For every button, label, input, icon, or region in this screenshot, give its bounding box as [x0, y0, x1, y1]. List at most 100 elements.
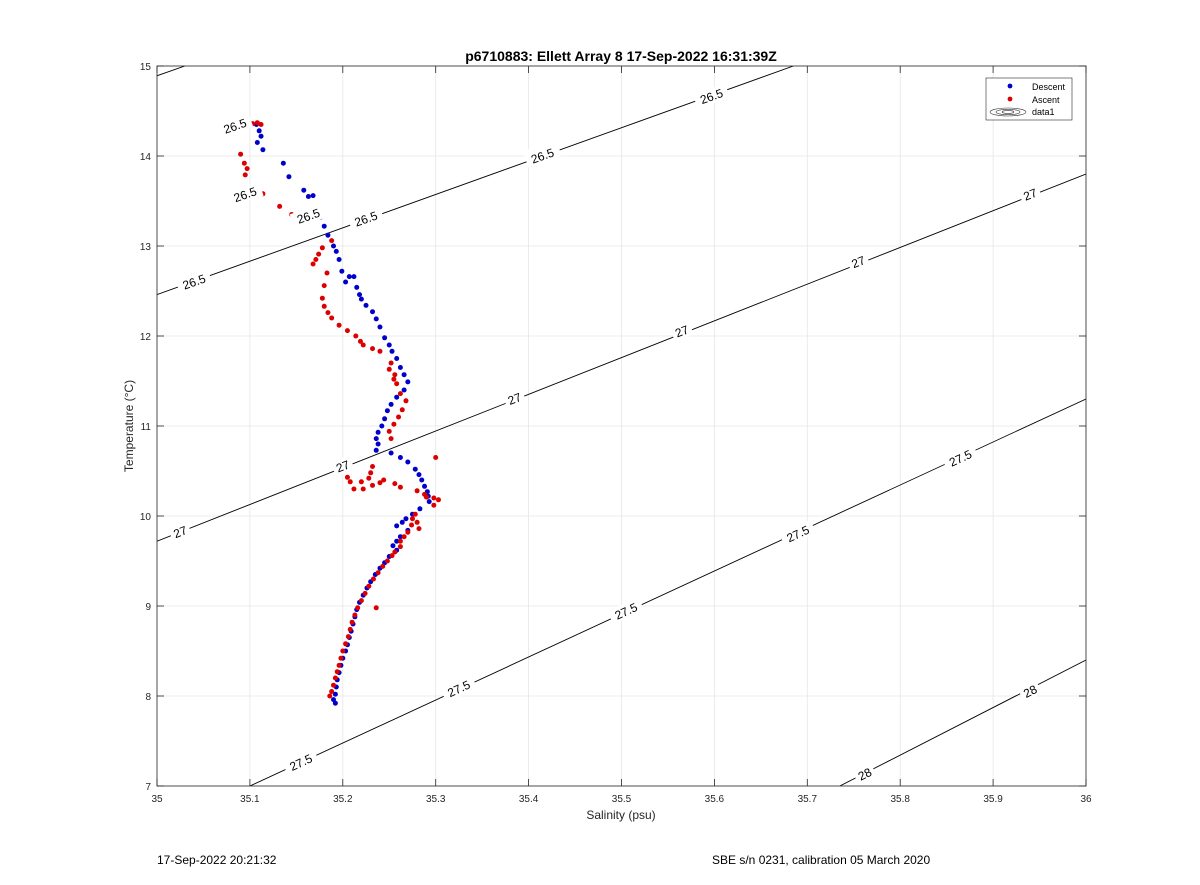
- descent-point: [332, 691, 338, 697]
- ascent-point: [241, 160, 247, 166]
- ascent-point: [380, 563, 386, 569]
- ascent-point: [336, 322, 342, 328]
- legend-ascent-marker: [1007, 96, 1013, 102]
- contour-label-group: 28: [852, 762, 877, 786]
- ascent-point: [397, 484, 403, 490]
- descent-point: [405, 379, 411, 385]
- descent-point: [343, 279, 349, 285]
- descent-point: [384, 408, 390, 414]
- ascent-point: [405, 529, 411, 535]
- contour-label-bg: [347, 205, 385, 232]
- ascent-point: [277, 203, 283, 209]
- ascent-point: [353, 333, 359, 339]
- ascent-point: [366, 475, 372, 481]
- contour-label-group: 27: [330, 455, 355, 477]
- ascent-point: [344, 328, 350, 334]
- contour-label-bg: [607, 596, 645, 625]
- ascent-point: [394, 381, 400, 387]
- ascent-point: [414, 488, 420, 494]
- contour-label-bg: [846, 251, 871, 273]
- contour-label-bg: [226, 181, 264, 207]
- descent-point: [256, 128, 262, 134]
- ascent-point: [391, 376, 397, 382]
- x-tick-label: 35.8: [890, 794, 910, 805]
- ascent-point: [313, 257, 319, 262]
- ascent-point: [351, 486, 357, 492]
- y-tick-label: 15: [140, 62, 152, 73]
- descent-point: [401, 387, 407, 393]
- contour-label-group: 27: [1018, 183, 1043, 205]
- ascent-point: [433, 455, 439, 460]
- footer-timestamp: 17-Sep-2022 20:21:32: [157, 853, 277, 867]
- descent-point: [401, 372, 407, 378]
- ascent-point: [416, 526, 422, 532]
- ascent-point: [377, 480, 383, 486]
- descent-point: [258, 133, 264, 139]
- ascent-point: [338, 655, 344, 661]
- descent-point: [373, 316, 379, 322]
- ascent-point: [329, 238, 335, 244]
- descent-point: [370, 309, 376, 315]
- contour-label: 28: [1021, 682, 1040, 701]
- legend-data1-label: data1: [1032, 107, 1055, 117]
- descent-point: [351, 274, 357, 280]
- ascent-point: [399, 407, 405, 413]
- chart-title: p6710883: Ellett Array 8 17-Sep-2022 16:…: [465, 48, 777, 64]
- x-tick-label: 35.2: [333, 794, 353, 805]
- descent-point: [394, 538, 400, 544]
- descent-point: [325, 232, 331, 238]
- y-tick-label: 13: [140, 242, 152, 253]
- contour-label-bg: [669, 320, 694, 342]
- contour-label-bg: [216, 113, 254, 139]
- ascent-point: [414, 519, 420, 525]
- ascent-point: [368, 470, 374, 476]
- legend-descent-marker: [1007, 83, 1013, 89]
- ascent-point: [347, 626, 353, 632]
- descent-point: [379, 423, 385, 429]
- ascent-point: [397, 391, 403, 397]
- contour-label-bg: [289, 203, 327, 229]
- ascent-point: [242, 172, 248, 178]
- ascent-point: [327, 693, 333, 699]
- descent-point: [397, 534, 403, 540]
- contour-label: 27: [850, 253, 868, 271]
- ascent-point: [349, 619, 355, 625]
- contour-label-group: 27: [846, 251, 871, 273]
- ascent-point: [344, 474, 350, 480]
- x-tick-label: 35.7: [798, 794, 818, 805]
- descent-point: [354, 284, 360, 290]
- ascent-point: [423, 494, 429, 500]
- ascent-point: [377, 348, 383, 354]
- descent-point: [386, 342, 392, 348]
- ascent-point: [321, 283, 327, 289]
- descent-point: [397, 365, 403, 370]
- ascent-point: [386, 428, 392, 434]
- contour-label-bg: [1017, 679, 1043, 703]
- contour-label-bg: [440, 674, 478, 703]
- ascent-point: [431, 495, 437, 501]
- ascent-point: [391, 421, 397, 427]
- ascent-point: [362, 590, 368, 596]
- descent-point: [416, 472, 422, 478]
- contour-label: 27: [506, 390, 524, 408]
- legend-box: [985, 77, 1073, 121]
- descent-point: [346, 274, 352, 280]
- x-tick-label: 35.5: [612, 794, 632, 805]
- descent-point: [394, 394, 400, 400]
- descent-point: [301, 187, 307, 193]
- contour-line-27: [157, 173, 1086, 542]
- descent-point: [412, 466, 418, 472]
- descent-point: [382, 335, 388, 341]
- ascent-point: [238, 151, 244, 157]
- descent-point: [331, 243, 337, 249]
- ascent-point: [435, 497, 441, 503]
- x-axis-label: Salinity (psu): [586, 808, 655, 822]
- y-tick-label: 9: [145, 602, 151, 613]
- ascent-point: [332, 675, 338, 681]
- ascent-point: [396, 414, 402, 420]
- descent-point: [373, 447, 379, 453]
- ascent-point: [375, 570, 381, 576]
- x-tick-label: 35.6: [705, 794, 725, 805]
- ascent-point: [329, 689, 335, 694]
